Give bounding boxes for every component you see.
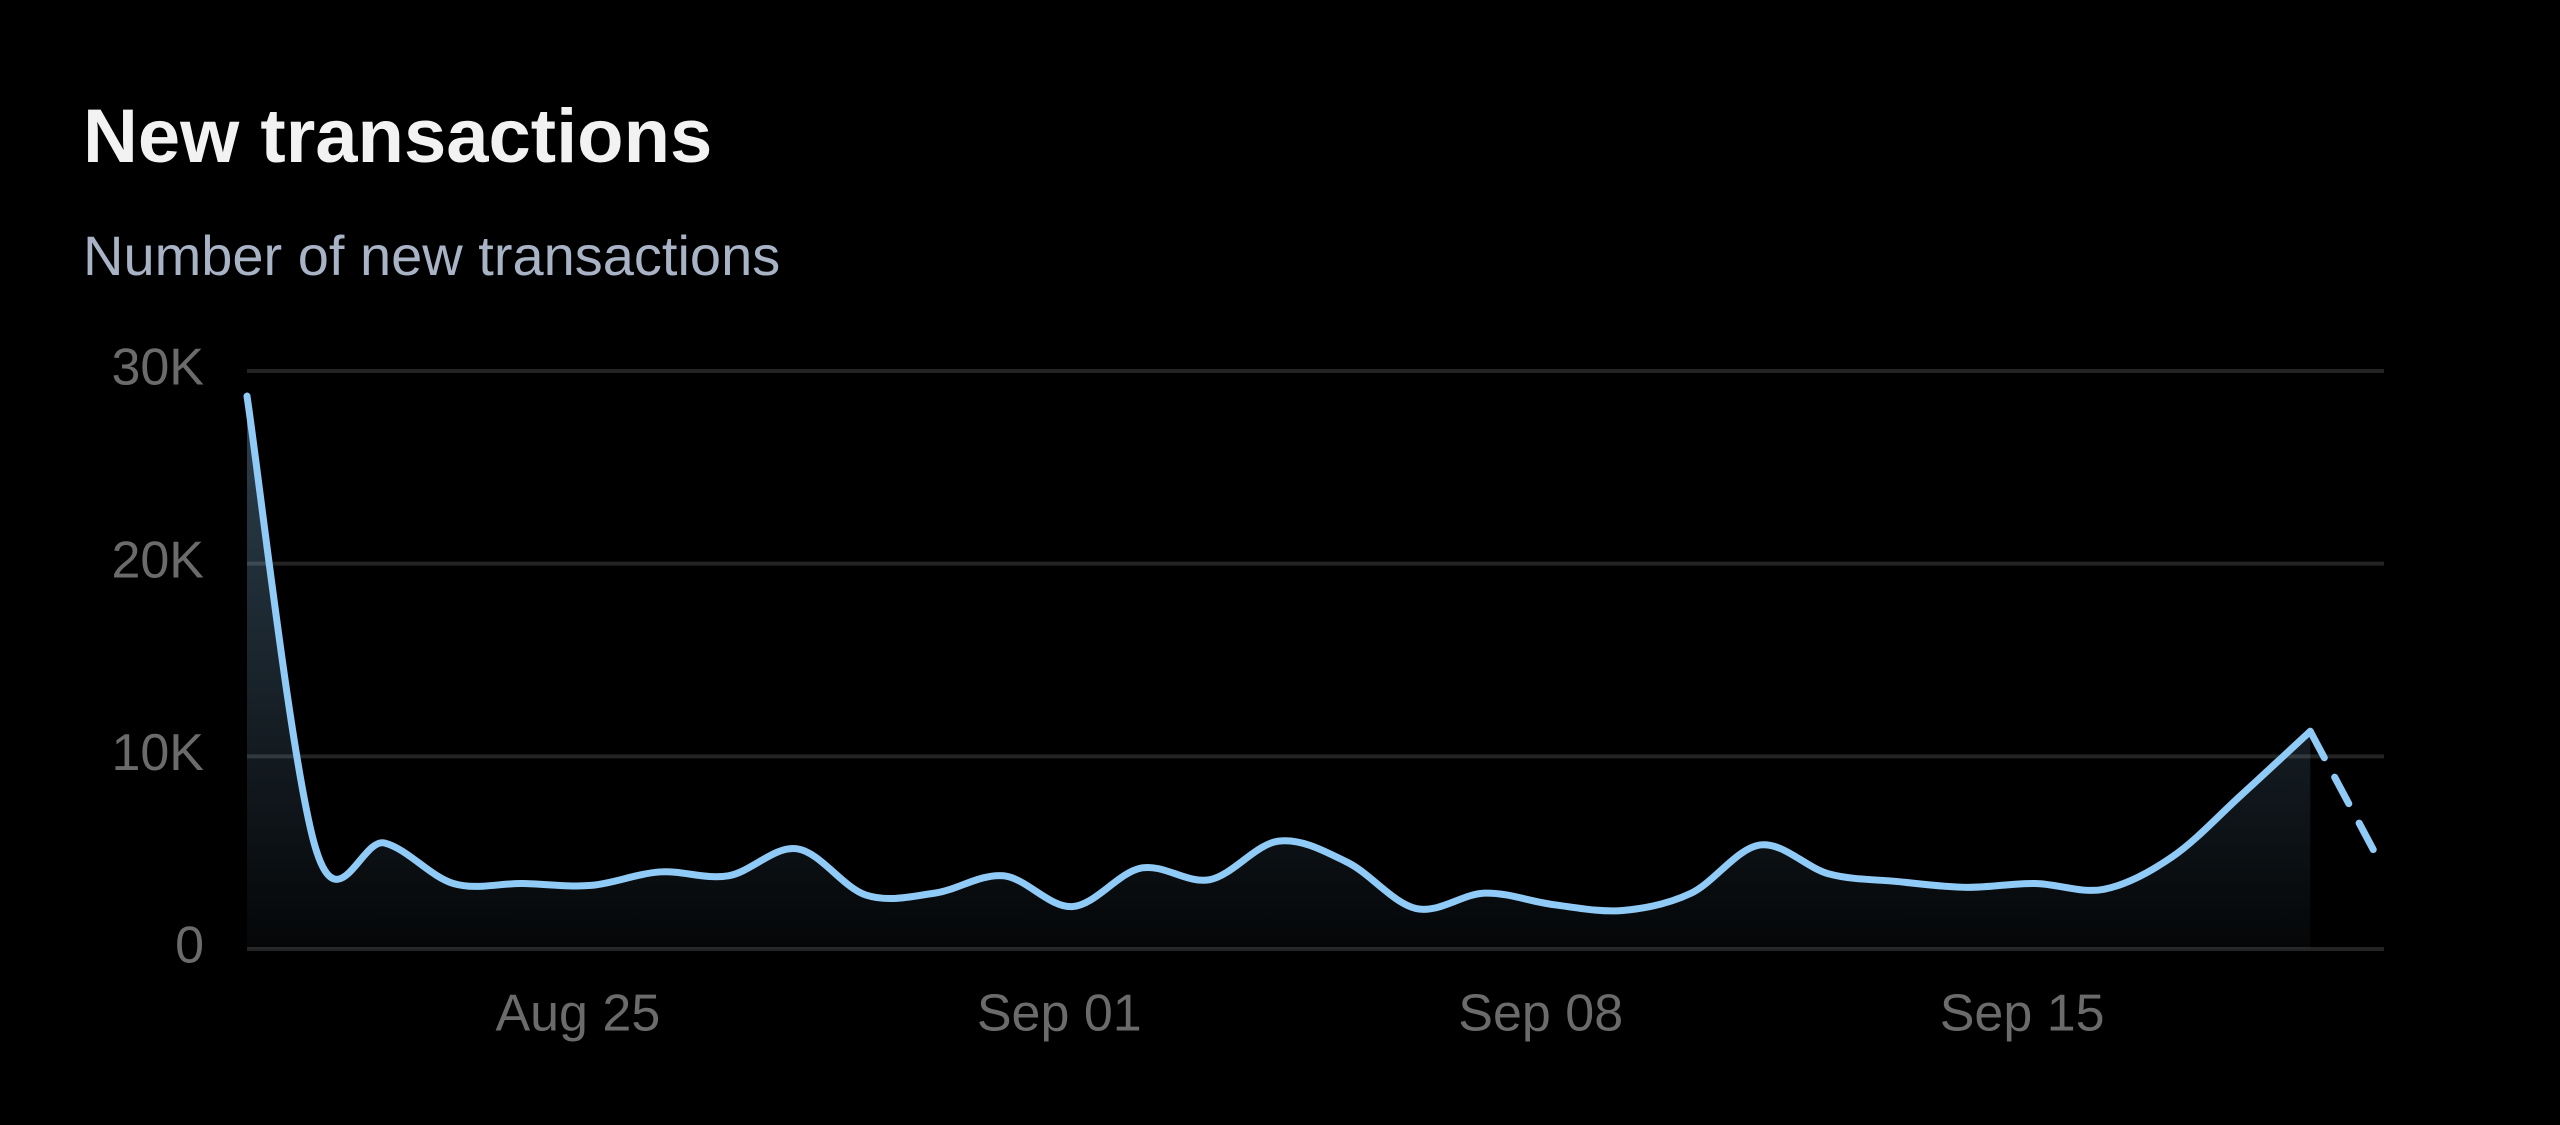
projected-line [2306, 727, 2383, 864]
area [247, 396, 2311, 950]
x-tick-label: Sep 08 [1458, 985, 1623, 1043]
y-tick-label: 0 [175, 917, 204, 975]
line [243, 392, 2314, 915]
x-tick-label: Sep 01 [977, 985, 1142, 1043]
x-tick-label: Sep 15 [1940, 985, 2105, 1043]
x-tick-label: Aug 25 [495, 985, 660, 1043]
y-tick-label: 20K [111, 531, 204, 589]
y-tick-label: 30K [111, 339, 204, 397]
y-tick-label: 10K [111, 724, 204, 782]
chart-title: New transactions [83, 94, 712, 179]
chart-subtitle: Number of new transactions [83, 224, 780, 287]
